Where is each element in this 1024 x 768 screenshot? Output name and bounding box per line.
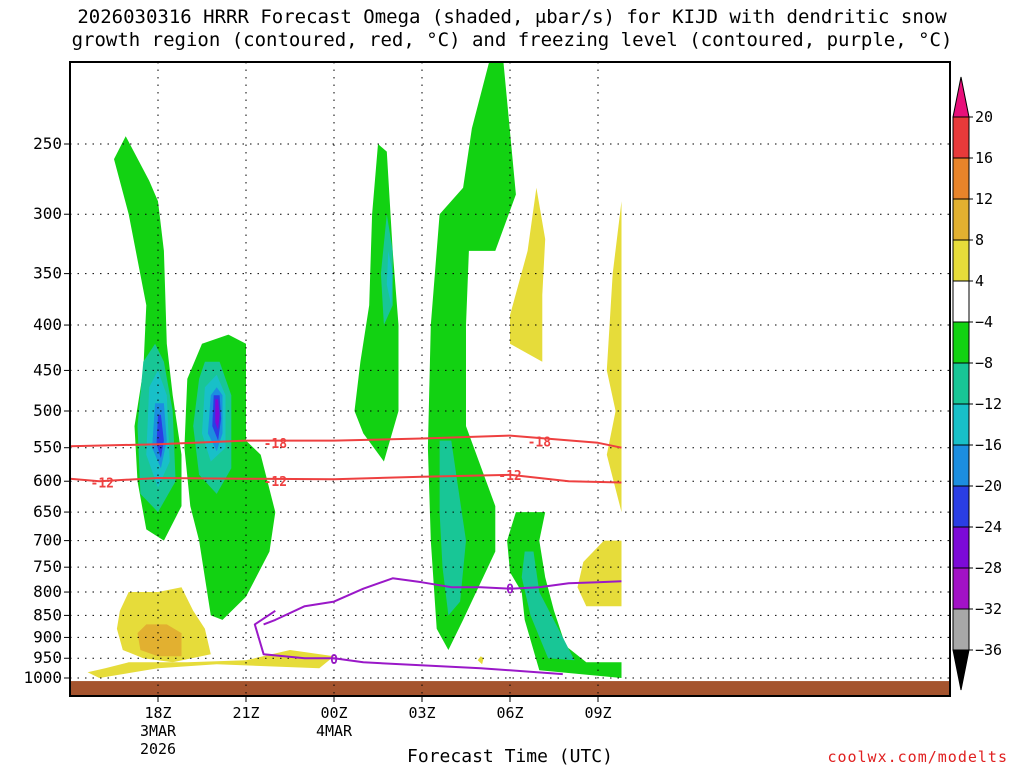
omega-region [386, 250, 393, 306]
x-tick-year: 2026 [140, 740, 176, 758]
omega-shading [87, 62, 622, 678]
x-tick-date: 4MAR [316, 722, 353, 740]
colorbar-label: 8 [975, 231, 984, 249]
colorbar-arrow-top [952, 76, 970, 118]
colorbar-swatch [952, 280, 970, 323]
x-tick-label: 09Z [584, 704, 611, 722]
omega-region [477, 656, 484, 665]
colorbar-label: −20 [975, 477, 1002, 495]
y-tick-label: 400 [33, 315, 62, 334]
omega-region [87, 650, 334, 678]
x-tick-label: 03Z [408, 704, 435, 722]
contour-label: 0 [506, 583, 514, 598]
y-tick-label: 900 [33, 627, 62, 646]
colorbar-label: −4 [975, 313, 993, 331]
colorbar-label: 4 [975, 272, 984, 290]
freezing-contour [253, 609, 563, 676]
y-tick-label: 600 [33, 471, 62, 490]
chart-title: 2026030316 HRRR Forecast Omega (shaded, … [0, 6, 1024, 52]
ground-band [70, 681, 950, 696]
colorbar-arrow-bottom [952, 649, 970, 691]
colorbar-swatch [952, 608, 970, 651]
y-tick-label: 300 [33, 204, 62, 223]
colorbar-label: −12 [975, 395, 1002, 413]
omega-region [427, 62, 516, 650]
x-tick-label: 00Z [320, 704, 347, 722]
chart-title-line2: growth region (contoured, red, °C) and f… [71, 29, 953, 51]
colorbar-label: −28 [975, 559, 1002, 577]
colorbar-label: 20 [975, 108, 993, 126]
omega-region [507, 512, 622, 678]
colorbar-swatch [952, 444, 970, 487]
colorbar-label: −8 [975, 354, 993, 372]
freezing-contour [263, 577, 622, 626]
dendritic-contour [70, 434, 622, 449]
grid [70, 62, 950, 696]
contour-labels: -18 -18 -12 -12 -12 0 0 [91, 435, 552, 668]
omega-region [577, 540, 622, 607]
colorbar-swatch [952, 157, 970, 200]
contour-label: -12 [498, 469, 521, 484]
y-tick-label: 550 [33, 438, 62, 457]
contour-label: -18 [264, 437, 288, 452]
colorbar-swatch [952, 362, 970, 405]
colorbar-label: −36 [975, 641, 1002, 659]
y-tick-label: 500 [33, 401, 62, 420]
omega-region [606, 201, 622, 513]
colorbar-swatch [952, 198, 970, 241]
colorbar-label: 16 [975, 149, 993, 167]
omega-region [215, 399, 220, 430]
omega-region [439, 440, 466, 616]
y-tick-label: 450 [33, 360, 62, 379]
contour-label: -12 [91, 477, 114, 492]
omega-region [137, 624, 182, 657]
y-tick-label: 750 [33, 557, 62, 576]
y-tick-label: 700 [33, 531, 62, 550]
colorbar-swatch [952, 239, 970, 282]
credit-text: coolwx.com/modelts [827, 748, 1008, 766]
omega-region [510, 187, 546, 362]
colorbar-swatch [952, 116, 970, 159]
colorbar-label: −32 [975, 600, 1002, 618]
colorbar-swatch [952, 526, 970, 569]
x-tick-label: 18Z [144, 704, 171, 722]
y-tick-label: 950 [33, 648, 62, 667]
chart-title-line1: 2026030316 HRRR Forecast Omega (shaded, … [77, 6, 947, 28]
contour-label: -18 [528, 435, 552, 450]
x-tick-label: 06Z [496, 704, 523, 722]
x-tick-label: 21Z [232, 704, 259, 722]
y-tick-label: 850 [33, 605, 62, 624]
y-tick-label: 800 [33, 582, 62, 601]
colorbar-label: −16 [975, 436, 1002, 454]
colorbar-swatch [952, 567, 970, 610]
contour-label: -12 [264, 475, 287, 490]
x-axis-title: Forecast Time (UTC) [407, 746, 613, 767]
x-tick-date: 3MAR [140, 722, 177, 740]
y-tick-label: 250 [33, 134, 62, 153]
contour-label: 0 [330, 653, 338, 668]
omega-region [521, 551, 575, 661]
colorbar-swatch [952, 485, 970, 528]
colorbar-label: −24 [975, 518, 1002, 536]
colorbar: 20 16 12 8 4 −4 −8 −12 −16 −20 −24 −28 −32 −36 [952, 76, 1002, 691]
ground-band-layer [70, 681, 950, 696]
y-axis: 250 300 350 400 450 500 550 600 650 700 750 800 850 9… [23, 134, 70, 687]
omega-region [156, 414, 164, 459]
y-tick-label: 350 [33, 264, 62, 283]
temperature-contours [70, 434, 622, 676]
y-tick-label: 650 [33, 502, 62, 521]
dendritic-contour [70, 473, 622, 484]
colorbar-label: 12 [975, 190, 993, 208]
y-tick-label: 1000 [23, 668, 62, 687]
colorbar-swatch [952, 321, 970, 364]
colorbar-swatch [952, 403, 970, 446]
